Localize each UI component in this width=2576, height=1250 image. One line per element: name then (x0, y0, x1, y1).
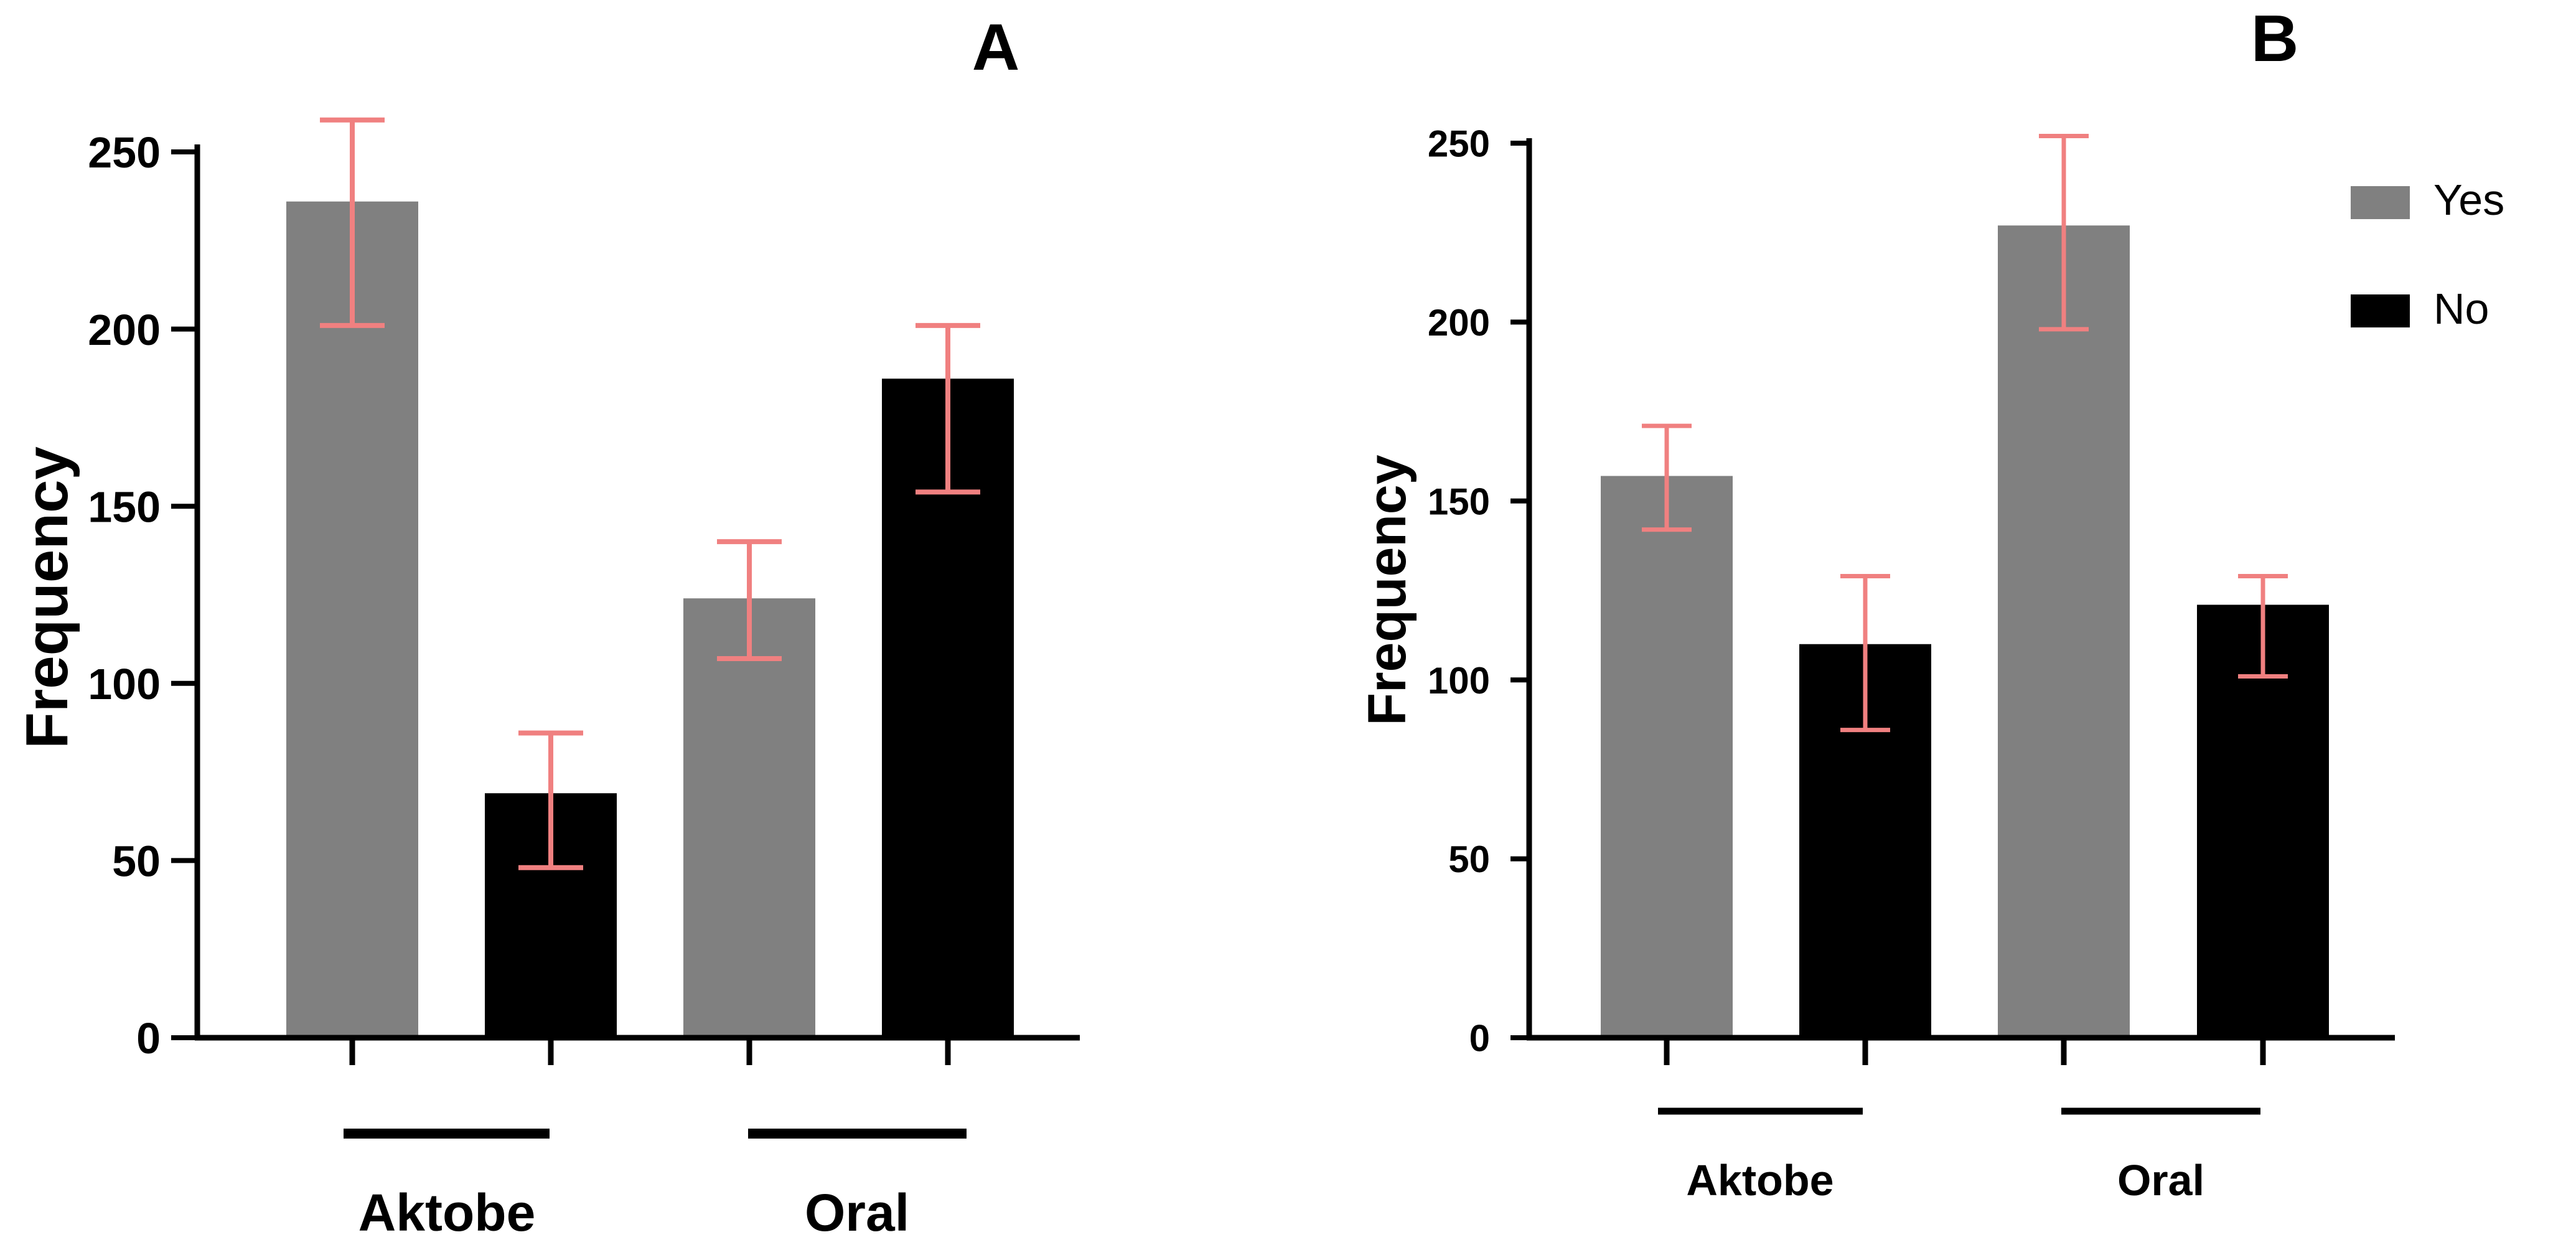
panel-b-y-tick-label: 150 (1428, 481, 1490, 522)
panel-a-bar-oral-yes (683, 598, 815, 1038)
panel-b-bar-aktobe-yes (1601, 476, 1733, 1038)
panel-b-error-bar-aktobe-no (1840, 574, 1890, 733)
panel-b-y-tick-label: 0 (1469, 1018, 1490, 1060)
panel-b-bars (1601, 225, 2329, 1038)
panel-a-title: A (972, 11, 1020, 84)
panel-a-error-bar-oral-no (916, 322, 980, 495)
panel-b-x-ticks (1664, 1038, 2266, 1065)
panel-b-ylabel: Frequency (1357, 454, 1417, 725)
panel-a-chart: A Frequency 0 50 100 150 200 250 Aktobe Oral (14, 11, 1080, 1242)
panel-a-y-ticks: 0 50 100 150 200 250 (88, 128, 197, 1063)
legend-label-yes: Yes (2433, 176, 2504, 224)
panel-a-error-bar-aktobe-no (518, 730, 583, 870)
panel-a-error-bars (320, 117, 980, 870)
panel-a-y-tick-label: 200 (88, 306, 161, 354)
panel-b-y-tick-label: 100 (1428, 660, 1490, 702)
panel-a-bar-aktobe-yes (286, 201, 418, 1038)
panel-a-y-tick-label: 100 (88, 660, 161, 708)
panel-b-title: B (2251, 2, 2299, 75)
panel-a-bars (286, 201, 1014, 1038)
panel-b-group-label-aktobe: Aktobe (1686, 1156, 1834, 1205)
panel-b-group-label-oral: Oral (2117, 1156, 2204, 1205)
panel-b-y-tick-label: 200 (1428, 302, 1490, 344)
panel-a-error-bar-aktobe-yes (320, 117, 385, 328)
legend-swatch-no (2351, 294, 2410, 327)
legend: Yes No (2351, 176, 2504, 333)
panel-a-x-ticks (349, 1038, 951, 1065)
panel-a-y-tick-label: 150 (88, 482, 161, 531)
panel-a-y-tick-label: 50 (112, 837, 161, 886)
panel-b-error-bar-oral-yes (2039, 134, 2089, 332)
panel-b-error-bar-oral-no (2238, 574, 2288, 679)
panel-a-y-tick-label: 250 (88, 128, 161, 177)
legend-swatch-yes (2351, 186, 2410, 219)
legend-label-no: No (2433, 284, 2489, 333)
panel-b-y-ticks: 0 50 100 150 200 250 (1428, 123, 1529, 1060)
panel-b-error-bar-aktobe-yes (1642, 423, 1692, 532)
panel-a-ylabel: Frequency (14, 446, 80, 748)
panel-b-bar-oral-yes (1998, 225, 2130, 1038)
panel-a-error-bar-oral-yes (717, 539, 782, 661)
panel-a-group-label-aktobe: Aktobe (358, 1183, 536, 1242)
panel-a-group-label-oral: Oral (805, 1183, 909, 1242)
panel-a-y-tick-label: 0 (136, 1014, 161, 1063)
panel-b-y-tick-label: 50 (1448, 839, 1490, 880)
panel-b-y-tick-label: 250 (1428, 123, 1490, 165)
panel-b-error-bars (1642, 134, 2288, 733)
